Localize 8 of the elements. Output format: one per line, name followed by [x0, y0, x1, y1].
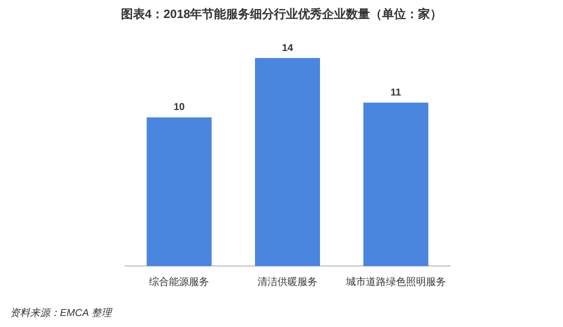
x-tick-label: 清洁供暖服务: [258, 276, 318, 288]
x-tick-label: 综合能源服务: [149, 276, 210, 288]
data-label: 14: [282, 42, 294, 54]
text: 资料来源：EMCA 整理: [10, 306, 112, 320]
data-label: 10: [174, 102, 186, 114]
x-tick-label: 城市道路绿色照明服务: [344, 276, 446, 288]
data-label: 11: [390, 87, 402, 98]
chart-title: 图表4：2018年节能服务细分行业优秀企业数量（单位：家）: [120, 6, 444, 23]
